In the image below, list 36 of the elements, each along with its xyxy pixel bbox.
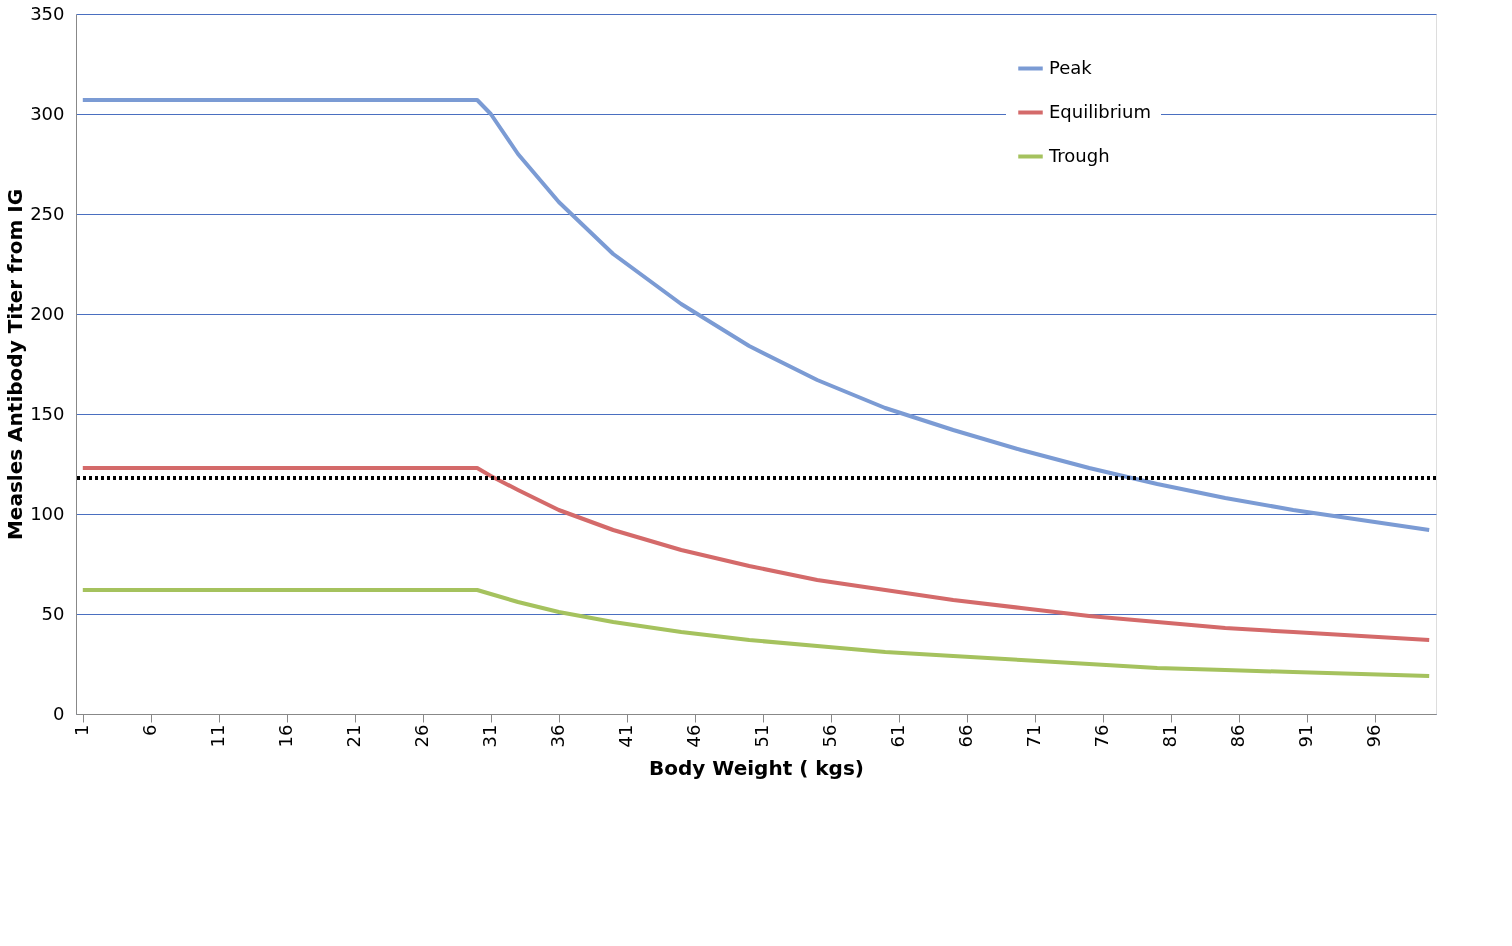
y-tick-label: 0 <box>53 702 65 724</box>
x-tick-label: 91 <box>1295 724 1317 748</box>
x-tick-label: 46 <box>683 724 705 748</box>
line-series <box>80 466 1432 642</box>
x-tick-label: 51 <box>751 724 773 748</box>
x-tick-label: 41 <box>615 724 637 748</box>
x-tick-label: 26 <box>411 724 433 748</box>
x-tick-label: 31 <box>479 724 501 748</box>
y-tick-label: 350 <box>30 2 65 24</box>
y-tick-label: 250 <box>30 202 65 224</box>
legend-label: Equilibrium <box>1049 100 1151 122</box>
x-tick-label: 1 <box>71 724 93 736</box>
x-tick-label: 16 <box>275 724 297 748</box>
x-tick-label: 61 <box>887 724 909 748</box>
x-tick-label: 36 <box>547 724 569 748</box>
line-series <box>80 588 1432 678</box>
x-tick-label: 6 <box>139 724 161 736</box>
y-tick-label: 200 <box>30 302 65 324</box>
x-axis-title: Body Weight ( kgs) <box>649 756 864 781</box>
x-tick-label: 66 <box>955 724 977 748</box>
x-tick-label: 76 <box>1091 724 1113 748</box>
y-tick-label: 150 <box>30 402 65 424</box>
x-tick-label: 21 <box>343 724 365 748</box>
line-series <box>80 98 1432 532</box>
x-tick-label: 71 <box>1023 724 1045 748</box>
y-tick-label: 300 <box>30 102 65 124</box>
x-tick-label: 81 <box>1159 724 1181 748</box>
legend-label: Peak <box>1049 56 1093 78</box>
x-tick-label: 56 <box>819 724 841 748</box>
legend-label: Trough <box>1048 144 1110 166</box>
x-tick-label: 11 <box>207 724 229 748</box>
y-tick-label: 50 <box>41 602 65 624</box>
x-tick-label: 96 <box>1363 724 1385 748</box>
x-tick-label: 86 <box>1227 724 1249 748</box>
y-tick-label: 100 <box>30 502 65 524</box>
y-axis-title: Measles Antibody Titer from IG <box>3 188 28 541</box>
